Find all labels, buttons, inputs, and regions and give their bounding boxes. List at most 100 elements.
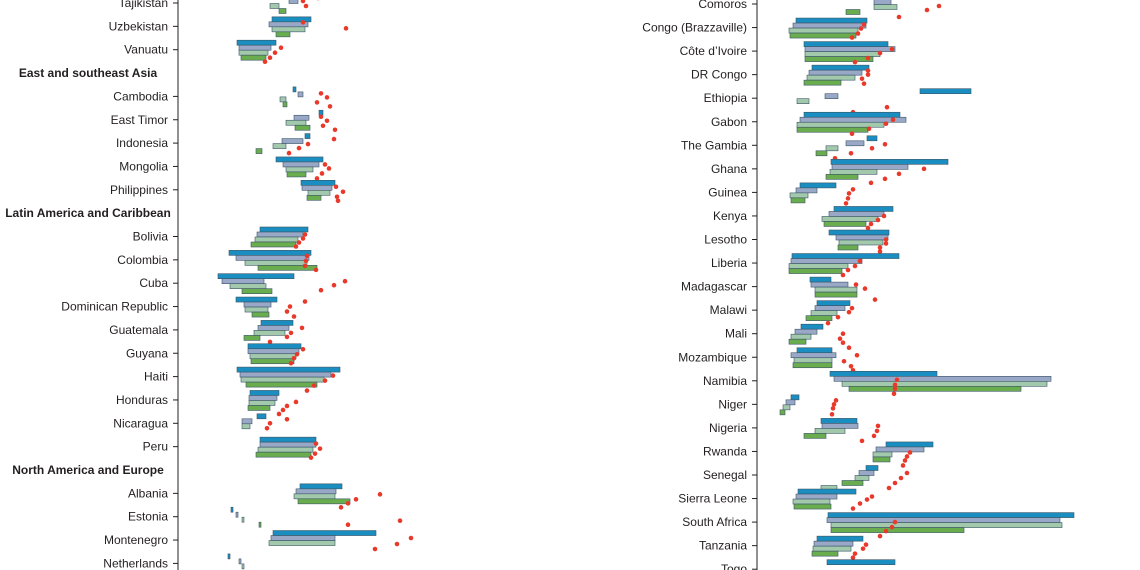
- dot-mark: [302, 232, 308, 237]
- dot-mark: [864, 497, 870, 502]
- dot-mark: [890, 117, 896, 123]
- bar-mark: [785, 399, 796, 406]
- bar-mark: [810, 281, 849, 288]
- row-label: Guyana: [126, 346, 168, 360]
- bar-mark: [829, 370, 938, 377]
- row-label: Mali: [725, 327, 747, 341]
- dot-mark: [300, 236, 306, 241]
- bar-mark: [307, 190, 331, 196]
- dot-mark: [882, 176, 888, 182]
- dot-mark: [849, 131, 855, 137]
- row-label: Haiti: [144, 370, 168, 384]
- row-label: Estonia: [128, 510, 168, 524]
- bar-mark: [250, 358, 295, 365]
- dot-mark: [857, 501, 863, 506]
- row-label: East Timor: [111, 113, 168, 127]
- dot-mark: [858, 26, 864, 31]
- bar-mark: [820, 418, 858, 424]
- bar-mark: [804, 51, 881, 57]
- bar-mark: [259, 441, 317, 448]
- bar-mark: [297, 91, 304, 98]
- bar-mark: [833, 206, 894, 212]
- bar-mark: [814, 305, 846, 311]
- dot-mark: [883, 237, 889, 242]
- dot-mark: [855, 31, 861, 36]
- bar-mark: [285, 166, 314, 173]
- bar-mark: [788, 27, 859, 34]
- bar-mark: [243, 301, 272, 308]
- dot-mark: [264, 426, 270, 431]
- dot-mark: [924, 7, 930, 13]
- bar-mark: [858, 470, 875, 476]
- bar-mark: [782, 404, 791, 411]
- dot-mark: [868, 180, 874, 186]
- row-label: Mozambique: [678, 350, 747, 364]
- bar-mark: [866, 135, 878, 142]
- dot-mark: [280, 407, 286, 413]
- bar-mark: [275, 156, 324, 163]
- row-label: Dominican Republic: [61, 300, 168, 314]
- bar-mark: [804, 56, 874, 62]
- bar-mark: [872, 451, 893, 458]
- bar-mark: [256, 231, 304, 238]
- bar-mark: [841, 380, 1048, 387]
- dot-mark: [877, 50, 883, 56]
- bar-mark: [272, 530, 377, 536]
- dot-mark: [267, 421, 273, 426]
- row-label: Madagascar: [681, 280, 747, 294]
- dot-mark: [394, 541, 400, 547]
- dot-mark: [845, 196, 851, 201]
- bar-mark: [228, 250, 312, 256]
- bar-mark: [845, 9, 861, 15]
- dot-mark: [865, 72, 871, 77]
- dot-mark: [904, 454, 910, 459]
- dot-mark: [891, 391, 897, 397]
- dot-mark: [865, 225, 871, 231]
- dot-mark: [860, 546, 866, 551]
- group-heading: East and southeast Asia: [19, 66, 158, 80]
- bar-mark: [796, 98, 810, 104]
- dot-mark: [874, 428, 880, 434]
- bar-mark: [816, 300, 851, 306]
- dot-mark: [845, 267, 851, 273]
- dot-mark: [840, 272, 846, 278]
- dot-mark: [871, 433, 877, 439]
- bar-mark: [275, 31, 291, 38]
- dot-mark: [849, 305, 855, 311]
- bar-mark: [257, 446, 314, 453]
- dot-mark: [397, 518, 403, 523]
- bar-mark: [247, 405, 271, 411]
- bar-mark: [789, 32, 857, 39]
- bar-mark: [779, 409, 786, 416]
- dot-mark: [877, 245, 883, 250]
- bar-mark: [828, 229, 890, 236]
- bar-mark: [833, 375, 1052, 382]
- row-label: Comoros: [698, 0, 747, 11]
- bar-mark: [803, 433, 827, 439]
- bar-mark: [806, 74, 856, 81]
- bar-mark: [259, 226, 309, 233]
- bar-mark: [250, 241, 297, 248]
- bar-mark: [799, 116, 907, 123]
- bar-mark: [288, 0, 299, 4]
- dot-mark: [852, 59, 858, 65]
- bar-mark: [259, 436, 317, 443]
- dot-mark: [291, 314, 297, 319]
- dot-mark: [276, 411, 282, 417]
- bar-mark: [873, 4, 898, 10]
- bar-mark: [873, 0, 892, 5]
- bar-mark: [875, 446, 925, 453]
- bar-mark: [790, 352, 837, 359]
- dot-mark: [314, 176, 320, 181]
- dot-mark: [262, 59, 268, 64]
- dot-mark: [293, 244, 299, 249]
- bar-mark: [795, 17, 868, 24]
- dot-mark: [865, 55, 871, 61]
- bar-mark: [837, 244, 859, 251]
- bar-mark: [217, 273, 295, 280]
- bar-mark: [306, 195, 322, 201]
- dot-mark: [326, 166, 332, 171]
- dot-mark: [318, 91, 324, 96]
- bar-mark: [796, 347, 833, 354]
- bar-mark: [790, 258, 863, 264]
